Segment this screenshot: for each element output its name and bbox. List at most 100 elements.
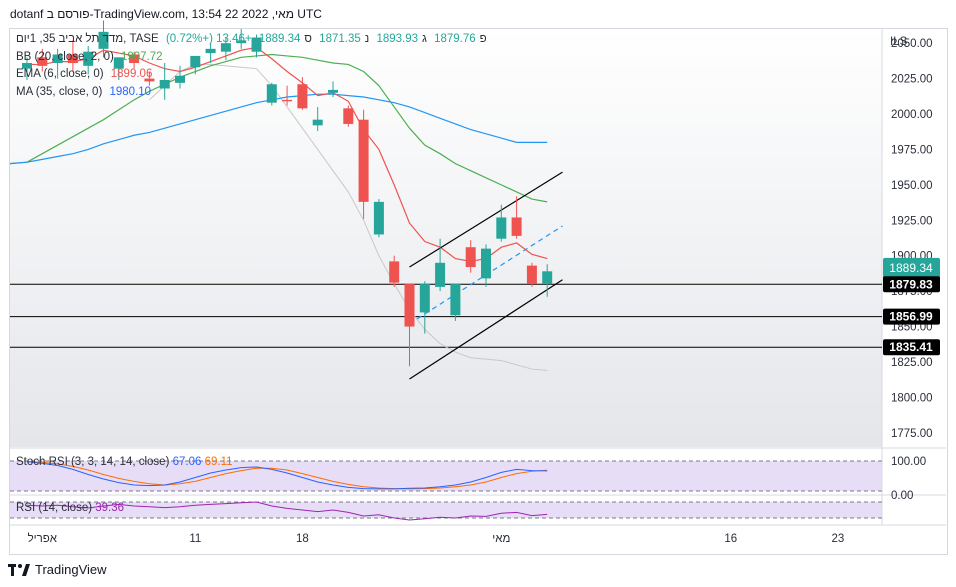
ma-line [9, 161, 28, 165]
ema-line [27, 46, 548, 262]
open-value: 1879.76 [434, 33, 476, 45]
level-price-badge [883, 339, 940, 356]
y-tick-label: 1775.00 [891, 428, 933, 440]
candle-body-down [129, 54, 140, 64]
last-price-value: 1889.34 [889, 261, 933, 275]
candle-body-up [373, 201, 384, 235]
legend-bb-row: BB (20, close, 2, 0) 1907.72 [16, 51, 167, 63]
stoch-k-value: 67.06 [172, 456, 202, 468]
candle-body-up [22, 63, 32, 69]
candle-body-up [312, 119, 323, 126]
channel-lower-line [409, 279, 563, 380]
candle-body-down [297, 84, 308, 109]
symbol-name[interactable]: מדד תל אביב 35, 1יום, TASE [16, 33, 159, 45]
channel-upper-line [409, 171, 563, 268]
open-label: פ [479, 33, 487, 45]
main-pane-background [10, 29, 882, 447]
level-price-badge [883, 276, 940, 293]
y-tick-label: 1800.00 [891, 392, 933, 404]
ma-label[interactable]: MA (35, close, 0) [16, 86, 103, 98]
y-tick-label: 1825.00 [891, 357, 933, 369]
rsi-line [26, 501, 548, 521]
high-label: ג [422, 33, 427, 45]
x-tick-label: אפריל [28, 532, 58, 545]
level-price-value: 1835.41 [889, 340, 933, 354]
candle-body-down [465, 247, 476, 268]
stoch-d-value: 69.11 [204, 456, 233, 468]
ma-value: 1980.10 [109, 86, 152, 98]
rsi-band [10, 502, 882, 518]
legend-ma-row: MA (35, close, 0) 1980.10 [16, 86, 155, 98]
candle-body-up [236, 40, 247, 44]
y-tick-label: 1925.00 [891, 215, 933, 227]
stoch-k-line [26, 461, 548, 490]
tradingview-logo-icon [8, 563, 30, 576]
candle-body-up [220, 43, 231, 52]
y-tick-label: 1950.00 [891, 180, 933, 192]
candle-body-down [511, 217, 522, 236]
candle-body-up [175, 75, 185, 83]
stoch-tick-high: 100.00 [891, 456, 926, 468]
level-price-value: 1879.83 [889, 277, 933, 291]
y-tick-label: 2050.00 [891, 38, 933, 50]
x-tick-label: 11 [189, 533, 201, 545]
currency-label: ILS [890, 36, 908, 48]
rsi-label[interactable]: RSI (14, close) [16, 502, 93, 514]
candle-body-up [450, 284, 461, 316]
candle-body-up [419, 284, 430, 313]
candle-body-down [144, 78, 155, 82]
stoch-tick-low: 0.00 [891, 490, 913, 502]
candle-body-up [52, 54, 63, 64]
stoch-legend: Stoch RSI (3, 3, 14, 14, close) 67.06 69… [16, 456, 233, 468]
candle-body-up [98, 31, 109, 49]
legend-symbol-row: מדד תל אביב 35, 1יום, TASE פ1879.76 ג189… [16, 33, 491, 45]
close-value: 1889.34 [258, 33, 301, 45]
y-tick-label: 2025.00 [891, 74, 933, 86]
candle-body-up [542, 271, 553, 285]
x-tick-label: מאי [492, 533, 510, 545]
y-tick-label: 2000.00 [891, 109, 933, 121]
candle-body-down [389, 261, 400, 283]
candle-body-down [37, 57, 48, 66]
footer-brand: TradingView [35, 562, 107, 577]
stoch-label[interactable]: Stoch RSI (3, 3, 14, 14, close) [16, 456, 170, 468]
low-value: 1871.35 [319, 33, 361, 45]
x-tick-label: 23 [832, 533, 845, 545]
stoch-d-line [26, 461, 548, 490]
rsi-value: 39.36 [95, 502, 125, 514]
footer: TradingView [8, 562, 107, 577]
high-value: 1893.93 [376, 33, 419, 45]
candle-body-up [190, 55, 201, 68]
candle-body-up [113, 57, 124, 69]
low-label: נ [364, 33, 370, 45]
ema-value: 1899.06 [110, 68, 153, 80]
level-price-value: 1856.99 [889, 310, 933, 324]
candle-body-up [328, 89, 338, 93]
change-value: +13.46 (+0.72%) [165, 33, 252, 45]
bb-label[interactable]: BB (20, close, 2, 0) [16, 51, 114, 63]
candle-body-down [282, 99, 293, 102]
candle-body-up [159, 80, 170, 89]
candle-body-down [404, 284, 415, 327]
candle-body-up [83, 51, 94, 66]
candle-body-up [496, 217, 507, 239]
candle-body-up [435, 262, 446, 287]
close-label: ס [304, 33, 312, 45]
publish-header: dotanf פורסם ב-TradingView.com, 13:54 22… [10, 7, 322, 21]
candle-body-down [358, 119, 369, 202]
bb-upper-line [26, 53, 548, 203]
ema-label[interactable]: EMA (6, close, 0) [16, 68, 104, 80]
legend-ema-row: EMA (6, close, 0) 1899.06 [16, 68, 156, 80]
candle-body-up [266, 84, 277, 103]
level-price-badge [883, 308, 940, 325]
candle-body-down [343, 108, 354, 124]
x-tick-label: 18 [296, 533, 309, 545]
candle-body-up [251, 37, 262, 52]
candle-body-up [205, 48, 216, 54]
rsi-legend: RSI (14, close) 39.36 [16, 502, 124, 514]
bb-value: 1907.72 [121, 51, 163, 63]
y-tick-label: 1975.00 [891, 144, 933, 156]
candle-body-up [481, 248, 491, 279]
x-tick-label: 16 [724, 533, 737, 545]
